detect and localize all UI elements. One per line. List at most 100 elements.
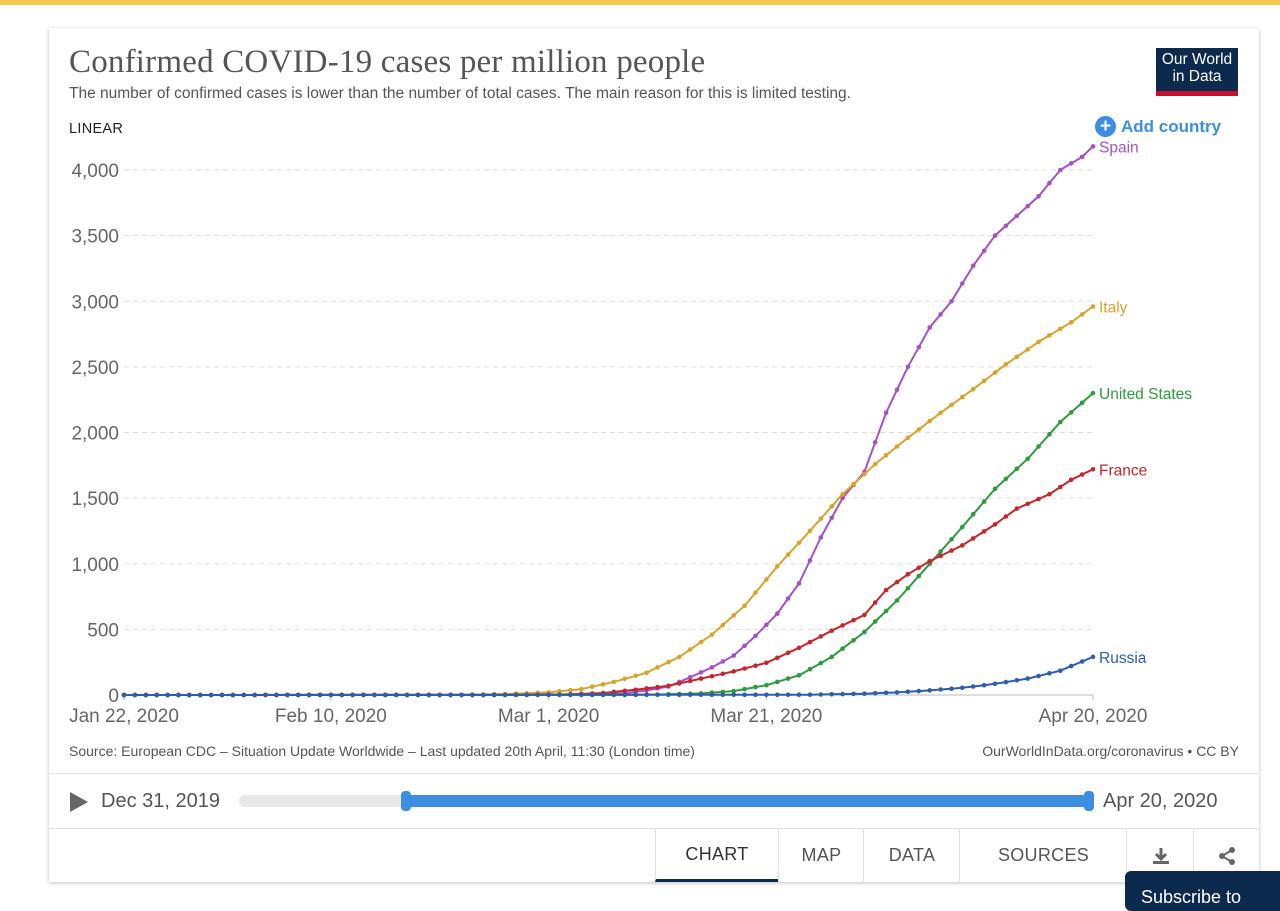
data-point — [415, 692, 421, 698]
play-icon[interactable] — [70, 792, 88, 812]
y-tick-label: 1,500 — [71, 489, 119, 510]
timeline: Dec 31, 2019 Apr 20, 2020 — [49, 773, 1259, 828]
data-point — [753, 663, 758, 668]
data-point — [796, 645, 802, 651]
data-point — [981, 529, 987, 534]
data-point — [872, 440, 878, 445]
data-point — [219, 692, 225, 698]
data-point — [720, 671, 726, 677]
tab-chart[interactable]: CHART — [655, 829, 778, 882]
data-point — [829, 692, 834, 697]
data-point — [785, 650, 791, 656]
data-point — [698, 692, 704, 698]
data-point — [1025, 676, 1030, 681]
data-point — [459, 692, 464, 698]
y-tick-label: 3,500 — [71, 227, 119, 248]
tab-data[interactable]: DATA — [863, 829, 960, 882]
y-tick-label: 2,000 — [71, 424, 119, 445]
license-link[interactable]: OurWorldInData.org/coronavirus • CC BY — [982, 743, 1239, 759]
data-point — [1079, 472, 1085, 477]
data-point — [818, 660, 824, 666]
data-point — [927, 688, 932, 693]
data-point — [840, 491, 845, 497]
subscribe-button[interactable]: Subscribe to — [1125, 871, 1280, 911]
data-point — [165, 692, 170, 698]
series-line-france — [124, 468, 1094, 696]
data-point — [1090, 467, 1096, 472]
series-label: France — [1099, 462, 1147, 479]
data-point — [905, 572, 911, 577]
y-tick-label: 0 — [108, 686, 119, 707]
add-country-label: Add country — [1121, 116, 1222, 136]
data-point — [720, 622, 726, 628]
tab-sources[interactable]: SOURCES — [959, 829, 1127, 882]
tab-map[interactable]: MAP — [778, 829, 864, 882]
y-tick-label: 3,000 — [71, 292, 119, 313]
data-point — [589, 692, 595, 698]
data-point — [524, 692, 530, 698]
data-point — [1090, 390, 1096, 396]
data-point — [1003, 476, 1009, 482]
top-accent-bar — [0, 0, 1280, 5]
data-point — [807, 639, 813, 645]
data-point — [568, 687, 573, 693]
share-button[interactable] — [1193, 829, 1260, 882]
add-country-button[interactable]: + Add country — [1095, 116, 1221, 137]
data-point — [894, 387, 900, 393]
data-point — [851, 638, 856, 643]
data-point — [622, 688, 628, 694]
data-point — [197, 692, 203, 698]
data-point — [274, 692, 279, 698]
data-point — [1003, 223, 1009, 229]
data-point — [807, 528, 813, 534]
timeline-end-handle[interactable] — [1084, 791, 1094, 811]
data-point — [851, 691, 856, 697]
data-point — [383, 692, 388, 698]
data-point — [818, 535, 824, 540]
data-point — [1014, 506, 1020, 511]
data-point — [709, 665, 715, 670]
data-point — [731, 613, 736, 618]
line-chart: 0 500 1,000 1,500 2,000 2,500 3,000 3,500 4,000 J… — [69, 139, 1192, 727]
subscribe-label: Subscribe to — [1141, 887, 1242, 907]
data-point — [992, 370, 998, 375]
data-point — [143, 692, 149, 698]
timeline-start-handle[interactable] — [401, 791, 411, 811]
data-point — [862, 691, 867, 696]
data-point — [753, 692, 758, 698]
data-point — [796, 673, 802, 678]
data-point — [981, 248, 987, 253]
data-point — [677, 681, 682, 686]
data-point — [894, 579, 900, 585]
data-point — [796, 581, 802, 586]
data-point — [622, 676, 628, 682]
timeline-track[interactable] — [239, 791, 1094, 811]
data-point — [1047, 671, 1052, 676]
data-point — [361, 692, 366, 698]
data-point — [1058, 419, 1063, 425]
data-point — [764, 660, 769, 666]
data-point — [1068, 410, 1074, 415]
data-point — [176, 692, 181, 698]
owid-logo[interactable]: Our World in Data — [1156, 48, 1238, 96]
data-point — [916, 565, 922, 570]
logo-line-1: Our World — [1161, 51, 1233, 68]
data-point — [655, 684, 660, 690]
data-point — [872, 691, 878, 696]
data-point — [1058, 326, 1063, 332]
data-point — [154, 692, 159, 698]
data-point — [372, 692, 377, 698]
data-point — [1014, 678, 1020, 683]
data-point — [644, 686, 649, 691]
data-point — [796, 540, 802, 546]
scale-toggle[interactable]: LINEAR — [69, 121, 124, 137]
data-point — [742, 692, 747, 698]
data-point — [677, 692, 682, 698]
data-point — [753, 684, 758, 690]
data-point — [883, 690, 889, 696]
data-point — [589, 684, 595, 689]
download-button[interactable] — [1126, 829, 1194, 882]
data-point — [807, 666, 813, 672]
data-point — [742, 666, 747, 671]
data-point — [883, 608, 889, 614]
